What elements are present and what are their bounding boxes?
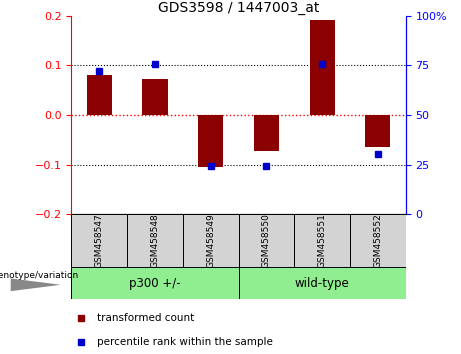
Bar — [365, 115, 390, 147]
Bar — [127, 214, 183, 267]
Bar — [142, 79, 167, 115]
Bar — [350, 214, 406, 267]
Text: transformed count: transformed count — [96, 313, 194, 323]
Text: GSM458550: GSM458550 — [262, 213, 271, 268]
Text: GSM458551: GSM458551 — [318, 213, 327, 268]
Title: GDS3598 / 1447003_at: GDS3598 / 1447003_at — [158, 1, 319, 15]
Bar — [310, 20, 335, 115]
Text: percentile rank within the sample: percentile rank within the sample — [96, 337, 272, 347]
Polygon shape — [11, 278, 61, 291]
Text: wild-type: wild-type — [295, 277, 349, 290]
Text: genotype/variation: genotype/variation — [0, 271, 79, 280]
Text: GSM458552: GSM458552 — [373, 213, 382, 268]
Text: GSM458549: GSM458549 — [206, 213, 215, 268]
Bar — [71, 214, 127, 267]
Bar — [294, 214, 350, 267]
Bar — [198, 115, 223, 167]
Text: p300 +/-: p300 +/- — [129, 277, 181, 290]
Text: GSM458548: GSM458548 — [150, 213, 160, 268]
Text: GSM458547: GSM458547 — [95, 213, 104, 268]
Bar — [183, 214, 238, 267]
Bar — [238, 267, 406, 299]
Bar — [87, 75, 112, 115]
Bar — [254, 115, 279, 151]
Bar — [238, 214, 294, 267]
Bar — [71, 267, 239, 299]
